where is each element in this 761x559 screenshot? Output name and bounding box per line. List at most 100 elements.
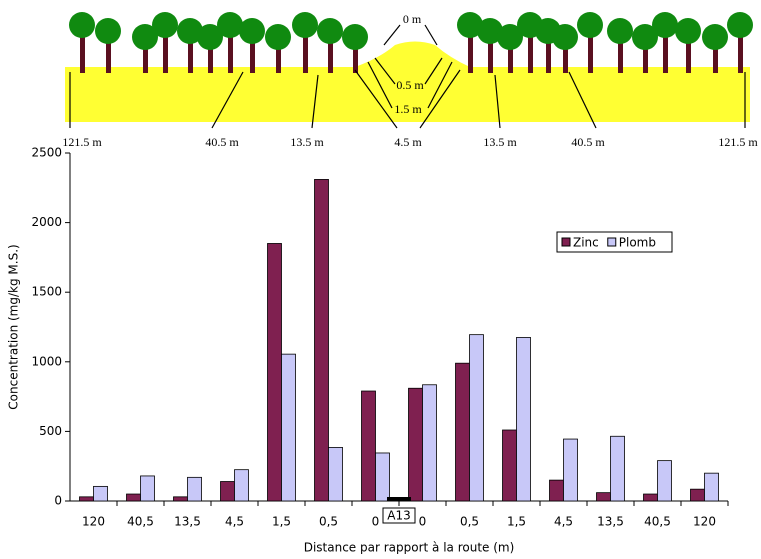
y-tick-label: 0 xyxy=(54,494,62,508)
tree-trunk xyxy=(563,45,568,73)
tree-crown xyxy=(69,12,95,38)
arrow xyxy=(494,74,501,129)
tree-trunk xyxy=(713,45,718,73)
bar xyxy=(563,438,578,502)
tree-trunk xyxy=(208,45,213,73)
tree-crown xyxy=(702,24,728,50)
tree-trunk xyxy=(546,39,551,73)
legend-swatch xyxy=(561,237,571,247)
x-tick-label: 0 xyxy=(419,515,427,529)
legend-label: Plomb xyxy=(619,236,656,250)
tree-trunk xyxy=(106,39,111,73)
tree-trunk xyxy=(80,33,85,73)
x-axis-title: Distance par rapport à la route (m) xyxy=(304,541,515,555)
bar xyxy=(220,481,235,502)
tree-crown xyxy=(317,18,343,44)
bar xyxy=(704,472,719,502)
bar xyxy=(187,476,202,502)
y-tick-label: 2000 xyxy=(31,215,62,229)
road-label-box xyxy=(382,507,416,524)
tree-crown xyxy=(675,18,701,44)
bar xyxy=(549,479,564,502)
tree-trunk xyxy=(228,33,233,73)
arrow xyxy=(424,57,443,85)
tree-crown xyxy=(727,12,753,38)
y-tick-label: 500 xyxy=(39,424,62,438)
diagram-label: 4.5 m xyxy=(394,135,422,149)
road-profile xyxy=(65,41,750,122)
bar xyxy=(455,362,470,502)
x-tick-label: 120 xyxy=(693,515,716,529)
x-tick-label: 40,5 xyxy=(127,515,154,529)
tree-trunk xyxy=(508,45,513,73)
tree-trunk xyxy=(143,45,148,73)
tree-trunk xyxy=(163,33,168,73)
bar xyxy=(408,387,423,502)
tree-crown xyxy=(577,12,603,38)
tree-crown xyxy=(342,24,368,50)
diagram-label: 40.5 m xyxy=(571,135,605,149)
arrow xyxy=(383,24,401,46)
tree-trunk xyxy=(328,39,333,73)
tree-trunk xyxy=(353,45,358,73)
x-tick-label: 120 xyxy=(82,515,105,529)
tree-crown xyxy=(457,12,483,38)
tree-crown xyxy=(652,12,678,38)
arrow xyxy=(211,71,244,129)
y-tick-label: 1500 xyxy=(31,285,62,299)
diagram-label: 40.5 m xyxy=(205,135,239,149)
y-tick-label: 1000 xyxy=(31,354,62,368)
tree-trunk xyxy=(488,39,493,73)
x-tick-label: 40,5 xyxy=(644,515,671,529)
tree-crown xyxy=(292,12,318,38)
tree-trunk xyxy=(738,33,743,73)
arrow xyxy=(419,69,461,129)
tree-trunk xyxy=(663,33,668,73)
tree-trunk xyxy=(303,33,308,73)
tree-crown xyxy=(497,24,523,50)
diagram-arrows xyxy=(69,24,746,129)
tree-crown xyxy=(197,24,223,50)
diagram-label: 13.5 m xyxy=(483,135,517,149)
bar xyxy=(93,485,108,502)
bar xyxy=(469,334,484,502)
bar xyxy=(657,460,672,502)
tree-trunk xyxy=(468,33,473,73)
x-tick-label: 13,5 xyxy=(597,515,624,529)
legend-swatch xyxy=(607,237,617,247)
x-tick-label: 13,5 xyxy=(174,515,201,529)
bar xyxy=(422,384,437,502)
diagram-label: 121.5 m xyxy=(62,135,102,149)
legend-label: Zinc xyxy=(573,236,599,250)
arrow xyxy=(354,69,398,129)
arrow xyxy=(311,74,319,129)
tree-crown xyxy=(177,18,203,44)
tree-crown xyxy=(552,24,578,50)
bar xyxy=(502,429,517,502)
diagram-label: 0 m xyxy=(403,12,422,26)
bar xyxy=(267,243,282,502)
bar xyxy=(610,435,625,502)
tree-trunk xyxy=(686,39,691,73)
bar xyxy=(375,452,390,502)
arrow xyxy=(427,61,453,109)
road-label: A13 xyxy=(387,509,410,523)
tree-trunk xyxy=(528,33,533,73)
bar xyxy=(690,488,705,502)
arrow xyxy=(367,61,393,109)
roadside-diagram xyxy=(65,12,753,122)
x-tick-label: 1,5 xyxy=(272,515,291,529)
arrow xyxy=(568,71,597,129)
tree-crown xyxy=(95,18,121,44)
bar xyxy=(643,493,658,502)
diagram-label: 0.5 m xyxy=(396,78,424,92)
x-tick-label: 0,5 xyxy=(460,515,479,529)
tree-trunk xyxy=(643,45,648,73)
tree-crown xyxy=(132,24,158,50)
x-tick-label: 4,5 xyxy=(225,515,244,529)
bar xyxy=(361,390,376,502)
bar xyxy=(79,496,94,502)
bar xyxy=(126,493,141,502)
bar xyxy=(328,447,343,502)
